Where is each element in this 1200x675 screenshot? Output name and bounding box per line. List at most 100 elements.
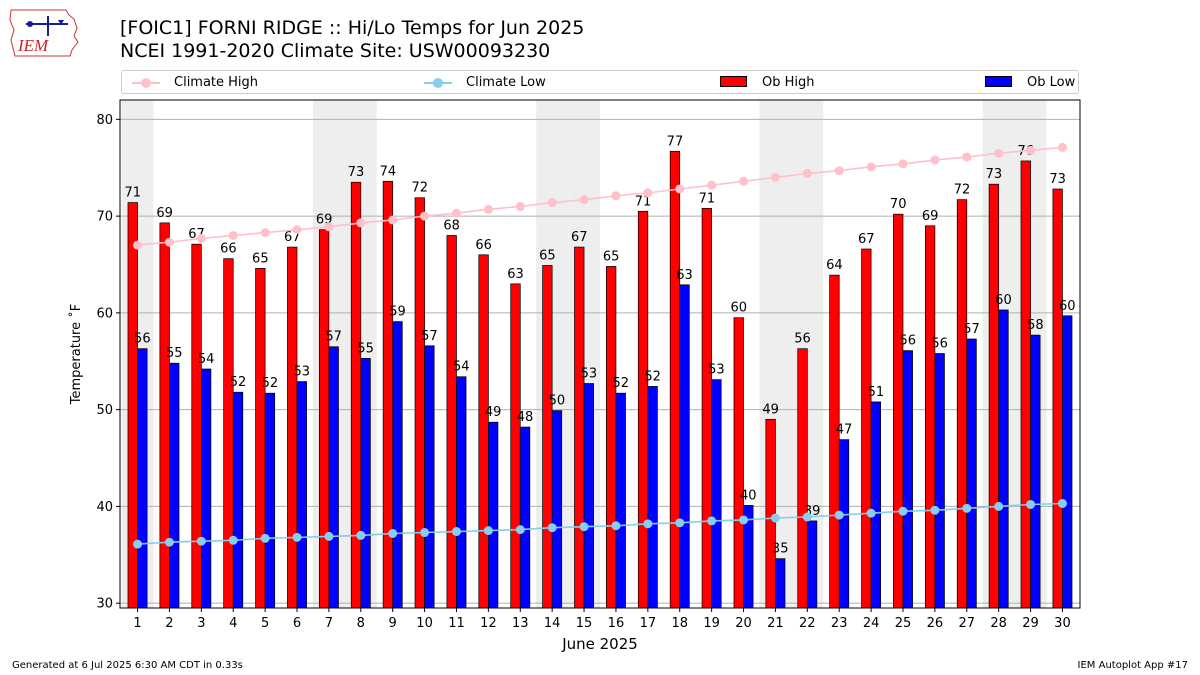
ob-high-label: 73: [1049, 172, 1066, 187]
y-tick-label: 50: [96, 403, 113, 418]
ob-low-label: 63: [676, 268, 693, 283]
climate-high-point: [707, 180, 717, 190]
ob-low-bar: [169, 362, 180, 609]
ob-low-label: 55: [166, 346, 183, 361]
climate-low-point: [898, 506, 908, 516]
circle-marker-icon: [433, 78, 443, 88]
x-tick-label: 30: [1054, 616, 1071, 631]
ob-low-bar: [328, 346, 339, 609]
climate-low-point: [547, 523, 557, 533]
climate-high-point: [451, 208, 461, 218]
ob-high-label: 71: [635, 194, 652, 209]
ob-low-label: 52: [230, 375, 247, 390]
climate-low-point: [260, 533, 270, 543]
x-tick-label: 26: [927, 616, 944, 631]
x-axis-label: June 2025: [561, 635, 638, 653]
ob-low-label: 56: [900, 334, 917, 349]
ob-low-bar: [519, 426, 531, 609]
ob-low-bar: [806, 520, 818, 609]
climate-high-point: [483, 204, 493, 214]
chart-legend: Climate High Climate Low Ob High Ob Low: [121, 70, 1079, 94]
climate-high-point: [164, 237, 174, 247]
climate-high-point: [739, 176, 749, 186]
climate-low-point: [388, 528, 398, 538]
ob-high-bar: [637, 210, 649, 609]
climate-high-point: [675, 184, 685, 194]
climate-low-point: [483, 526, 493, 536]
ob-high-bar: [893, 213, 904, 609]
circle-marker-icon: [141, 78, 151, 88]
ob-high-label: 65: [539, 248, 556, 263]
ob-high-label: 72: [954, 183, 971, 198]
climate-low-point: [515, 525, 525, 535]
climate-high-point: [260, 228, 270, 238]
climate-low-line: [137, 502, 1063, 545]
x-tick-label: 17: [640, 616, 657, 631]
x-tick-label: 12: [480, 616, 497, 631]
ob-low-bar: [424, 345, 435, 609]
ob-low-label: 50: [549, 394, 566, 409]
ob-low-label: 59: [389, 305, 406, 320]
blue-box-icon: [985, 76, 1012, 87]
generated-timestamp: Generated at 6 Jul 2025 6:30 AM CDT in 0…: [12, 660, 243, 671]
ob-low-bar: [1062, 315, 1073, 609]
ob-high-label: 63: [507, 267, 524, 282]
ob-low-bar: [360, 358, 371, 609]
ob-high-label: 77: [667, 134, 684, 149]
ob-high-bar: [606, 266, 617, 609]
ob-high-label: 64: [826, 258, 843, 273]
climate-low-point: [739, 515, 749, 525]
ob-low-label: 51: [868, 385, 885, 400]
ob-high-label: 56: [794, 332, 811, 347]
climate-high-point: [611, 191, 621, 201]
x-tick-label: 6: [293, 616, 301, 631]
y-tick-label: 60: [96, 306, 113, 321]
climate-high-point: [356, 218, 366, 228]
ob-low-label: 53: [708, 363, 725, 378]
ob-high-bar: [478, 254, 489, 609]
ob-low-bar: [711, 379, 722, 609]
x-tick-label: 29: [1022, 616, 1039, 631]
ob-high-bar: [350, 181, 362, 609]
climate-high-point: [930, 155, 940, 165]
climate-low-point: [579, 522, 589, 532]
ob-low-label: 48: [517, 410, 534, 425]
climate-low-point: [611, 521, 621, 531]
y-tick-label: 40: [96, 500, 113, 515]
ob-high-bar: [191, 243, 202, 609]
ob-low-label: 57: [963, 322, 980, 337]
climate-high-point: [547, 198, 557, 208]
x-tick-label: 15: [576, 616, 593, 631]
ob-low-label: 53: [294, 365, 311, 380]
ob-high-label: 49: [762, 402, 779, 417]
ob-high-label: 73: [348, 165, 365, 180]
ob-high-label: 69: [922, 209, 939, 224]
ob-high-label: 68: [443, 218, 460, 233]
ob-low-bar: [456, 376, 467, 609]
chart-title: [FOIC1] FORNI RIDGE :: Hi/Lo Temps for J…: [120, 17, 585, 39]
climate-low-point: [420, 528, 430, 538]
climate-high-point: [866, 162, 876, 172]
x-tick-label: 28: [990, 616, 1007, 631]
ob-low-bar: [647, 386, 658, 609]
ob-low-label: 55: [357, 341, 374, 356]
ob-low-bar: [870, 401, 882, 609]
climate-low-point: [228, 535, 238, 545]
ob-low-bar: [615, 392, 626, 609]
x-tick-label: 3: [197, 616, 205, 631]
iem-logo-text: IEM: [17, 36, 49, 55]
ob-low-label: 58: [1027, 318, 1044, 333]
climate-low-point: [770, 513, 780, 523]
ob-low-label: 52: [612, 376, 629, 391]
ob-low-bar: [392, 321, 403, 609]
ob-high-bar: [223, 258, 234, 609]
ob-low-label: 52: [262, 376, 279, 391]
ob-high-label: 67: [858, 232, 875, 247]
ob-high-bar: [924, 225, 936, 609]
climate-low-point: [643, 519, 653, 529]
ob-low-label: 54: [453, 360, 470, 375]
ob-high-bar: [255, 268, 266, 609]
ob-high-label: 65: [603, 249, 620, 264]
climate-high-point: [643, 188, 653, 198]
